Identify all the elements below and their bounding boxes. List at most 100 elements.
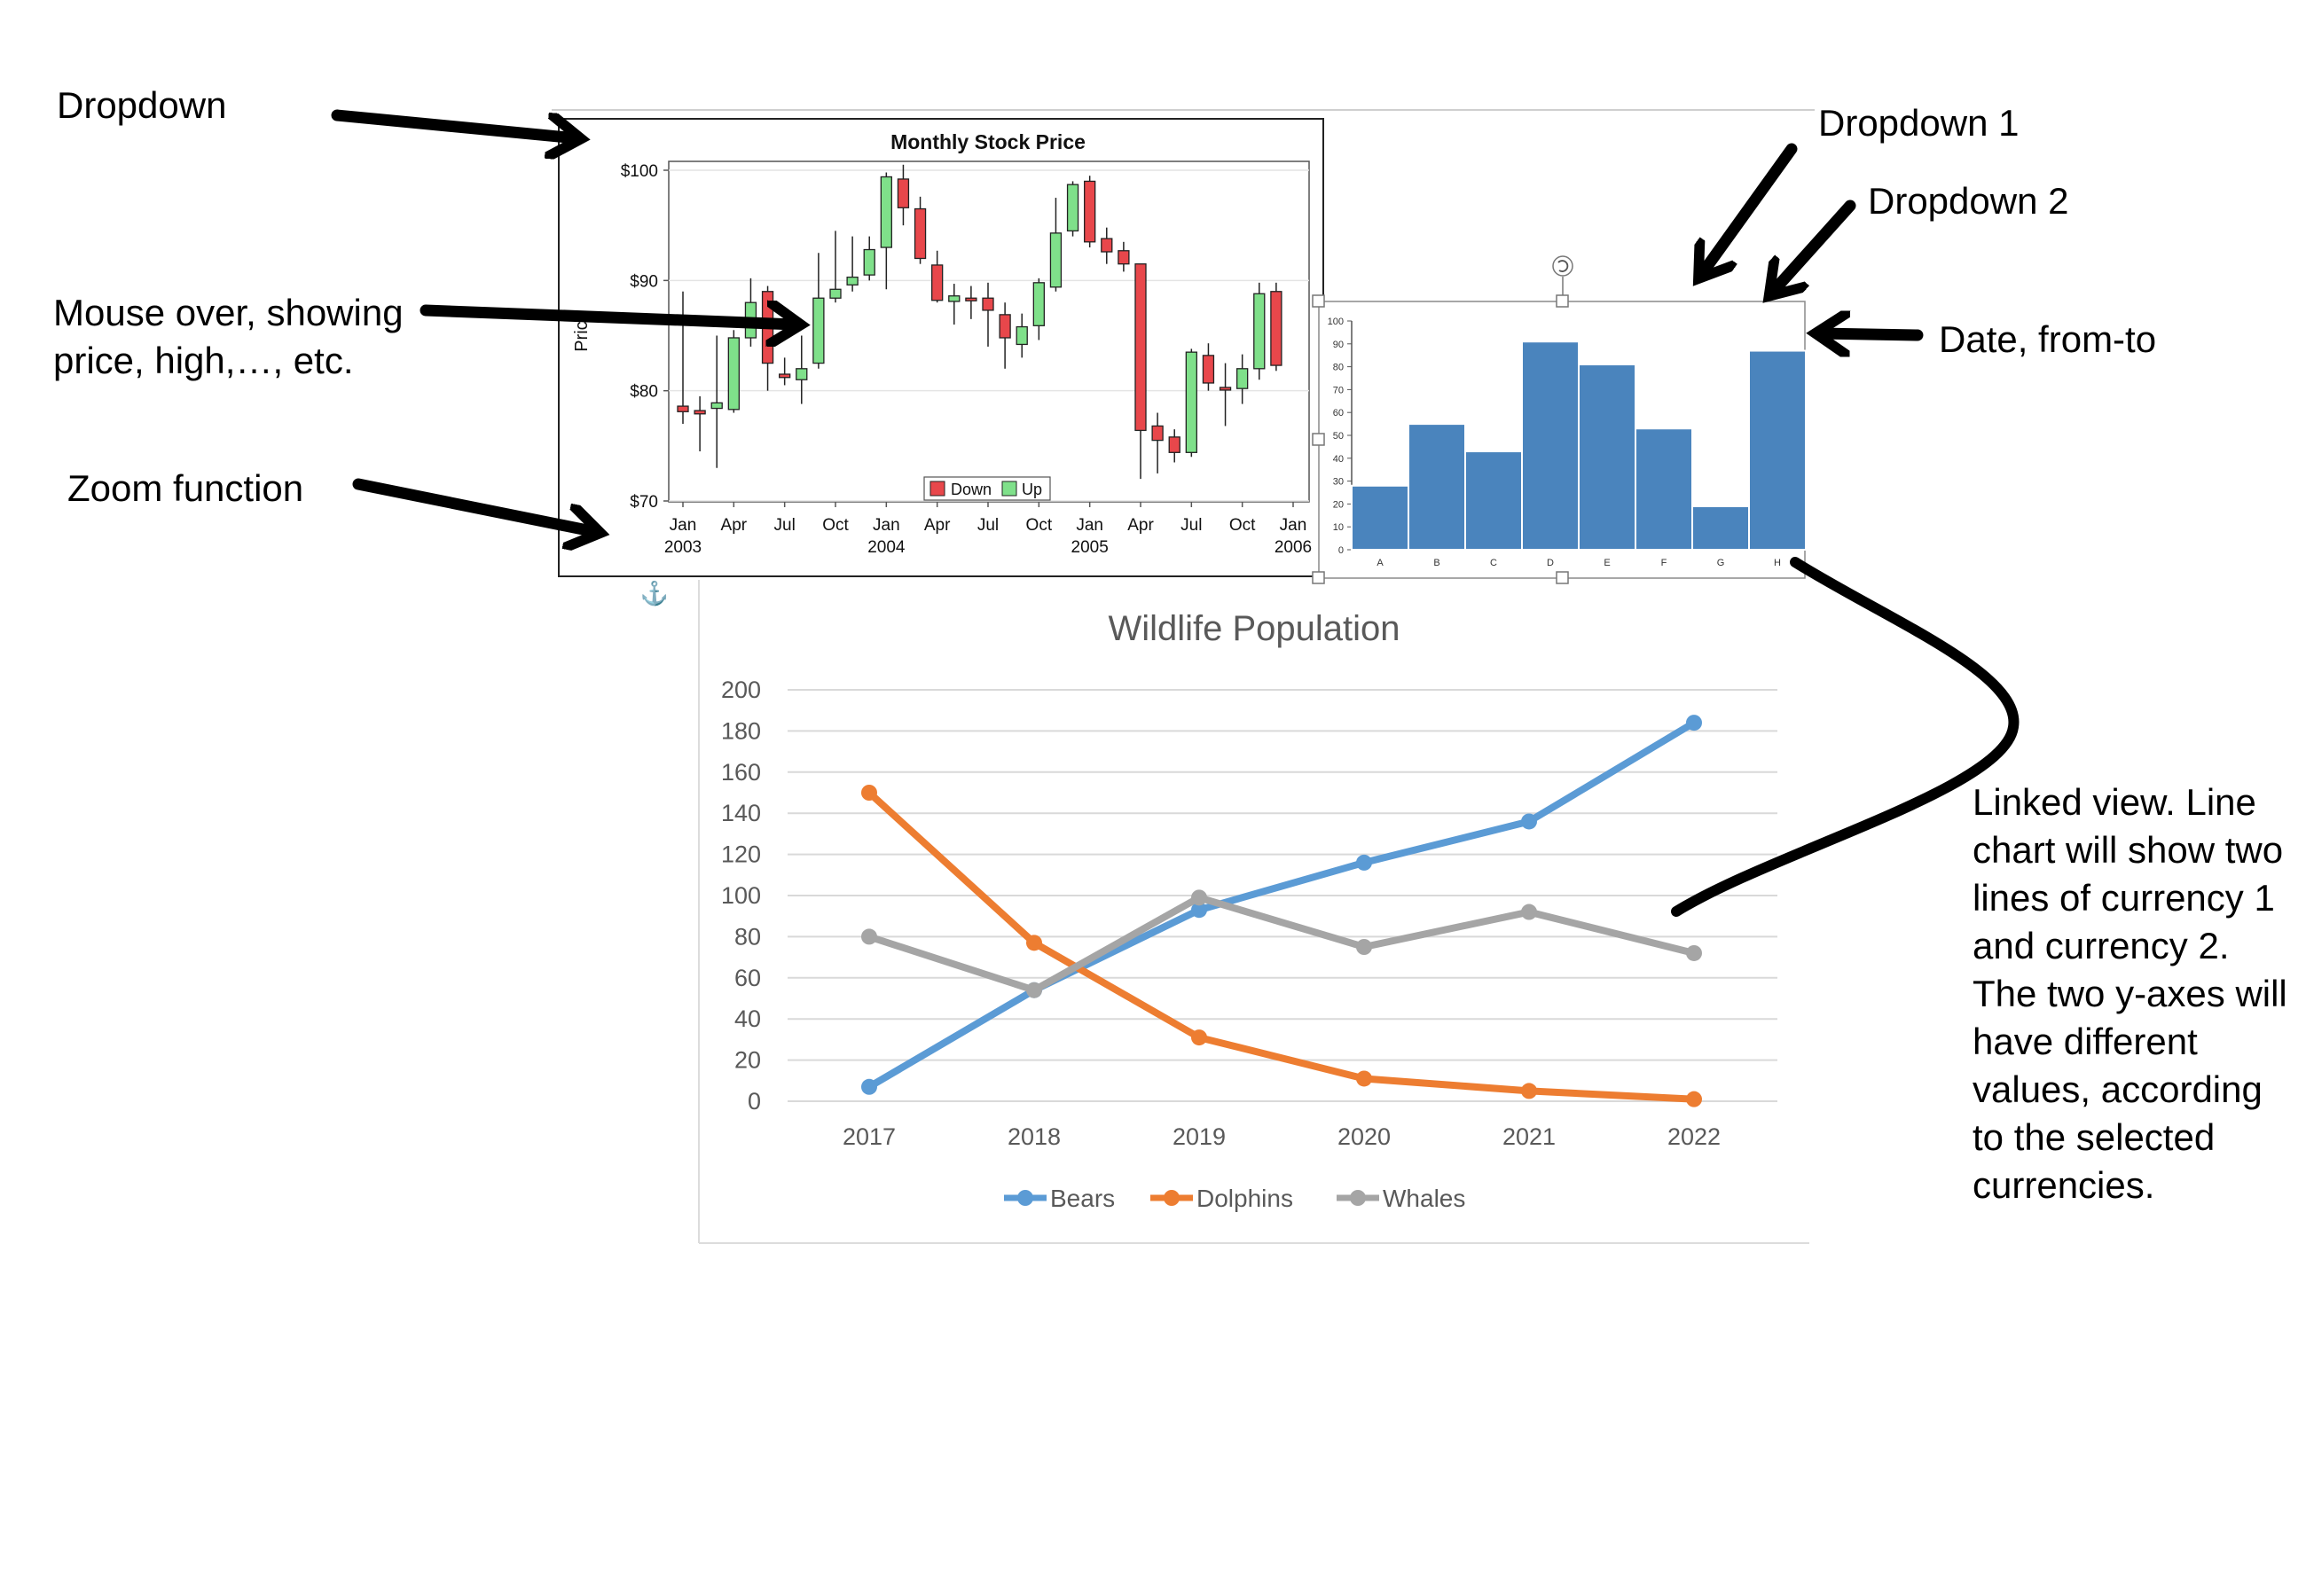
rotate-handle-icon[interactable]: [1552, 255, 1573, 277]
candle-up[interactable]: [710, 335, 723, 468]
legend-label: Dolphins: [1196, 1185, 1293, 1212]
line-y-tick-label: 40: [734, 1005, 761, 1032]
candle-down[interactable]: [1134, 263, 1147, 480]
candle-up[interactable]: [846, 236, 859, 292]
candle-up[interactable]: [863, 236, 875, 281]
candle-up[interactable]: [1049, 198, 1063, 292]
series-point[interactable]: [1686, 944, 1702, 961]
series-point[interactable]: [861, 928, 877, 945]
candle-body: [965, 297, 977, 301]
candle-up[interactable]: [948, 284, 961, 325]
candle-down[interactable]: [931, 250, 944, 303]
bar[interactable]: [1691, 505, 1750, 551]
candle-body: [1049, 232, 1063, 288]
candle-body: [1118, 250, 1130, 265]
stock-x-tick-month: Apr: [721, 516, 748, 535]
series-point[interactable]: [1026, 982, 1042, 998]
series-point[interactable]: [861, 1078, 877, 1095]
bar[interactable]: [1578, 364, 1636, 551]
resize-handle-top-left[interactable]: [1312, 294, 1325, 308]
candle-up[interactable]: [1032, 278, 1045, 340]
series-point[interactable]: [1191, 889, 1207, 906]
stock-x-tick-month: Oct: [1229, 516, 1256, 535]
candle-up[interactable]: [1016, 313, 1028, 358]
series-whales[interactable]: [861, 889, 1702, 998]
candle-body: [710, 402, 723, 410]
legend-item-bears[interactable]: Bears: [1004, 1185, 1115, 1212]
bar[interactable]: [1351, 484, 1409, 552]
stock-x-tick-month: Jul: [774, 516, 796, 535]
candle-down[interactable]: [677, 291, 689, 424]
series-point[interactable]: [1356, 939, 1372, 955]
candle-down[interactable]: [779, 357, 791, 386]
candle-up[interactable]: [829, 231, 842, 303]
candle-body: [1236, 368, 1249, 389]
resize-handle-bottom-left[interactable]: [1312, 571, 1325, 584]
series-point[interactable]: [1686, 1091, 1702, 1107]
stock-legend: Down Up: [923, 476, 1051, 501]
candle-down[interactable]: [1202, 343, 1215, 391]
bar[interactable]: [1635, 427, 1693, 552]
wildlife-line-chart[interactable]: Wildlife Population 0 20 40 60 80 100 120 140 16…: [698, 580, 1809, 1244]
line-y-tick-label: 0: [748, 1088, 761, 1115]
candle-down[interactable]: [982, 282, 994, 347]
annotation-linked-view: Linked view. Line chart will show two li…: [1973, 781, 2287, 1206]
line-y-tick-label: 120: [721, 841, 761, 868]
series-point[interactable]: [1521, 1083, 1537, 1099]
candle-up[interactable]: [1253, 282, 1266, 380]
candle-down[interactable]: [1118, 241, 1130, 272]
candle-down[interactable]: [1219, 363, 1232, 426]
series-point[interactable]: [1191, 1029, 1207, 1046]
selection-handles[interactable]: [1312, 255, 1573, 584]
bar-chart[interactable]: 0 10 20 30 40 50 60 70 80 90 100 A B C D E F G H: [1312, 255, 1807, 584]
candle-down[interactable]: [999, 302, 1011, 369]
stock-y-tick-label: $100: [621, 162, 658, 181]
candle-down[interactable]: [965, 286, 977, 319]
line-y-tick-label: 180: [721, 717, 761, 744]
resize-handle-top[interactable]: [1556, 294, 1569, 308]
arrow-dropdown: [331, 109, 576, 138]
series-point[interactable]: [1191, 902, 1207, 919]
candle-body: [1202, 355, 1215, 384]
series-point[interactable]: [861, 785, 877, 801]
candle-up[interactable]: [1236, 354, 1249, 404]
candle-body: [982, 297, 994, 311]
candle-down[interactable]: [1168, 429, 1180, 463]
legend-item-whales[interactable]: Whales: [1337, 1185, 1465, 1212]
candle-down[interactable]: [694, 395, 706, 452]
series-point[interactable]: [1026, 935, 1042, 951]
candle-down[interactable]: [914, 196, 927, 264]
candle-down[interactable]: [1151, 412, 1164, 473]
candle-up[interactable]: [727, 330, 740, 413]
candle-body: [796, 368, 808, 380]
candle-down[interactable]: [897, 164, 910, 226]
series-point[interactable]: [1686, 715, 1702, 732]
bar[interactable]: [1464, 450, 1523, 551]
series-point[interactable]: [1356, 854, 1372, 871]
stock-price-chart[interactable]: Monthly Stock Price Price $100$90$80$70 …: [558, 118, 1324, 606]
candle-down[interactable]: [1101, 227, 1113, 264]
stock-x-tick-year: 2004: [867, 538, 906, 557]
legend-item-dolphins[interactable]: Dolphins: [1150, 1185, 1293, 1212]
candle-up[interactable]: [880, 172, 892, 290]
bar[interactable]: [1408, 423, 1466, 551]
bar-y-tick-label: 60: [1333, 408, 1344, 419]
resize-handle-left[interactable]: [1312, 433, 1325, 446]
bar-x-tick-label: G: [1717, 558, 1725, 568]
candle-up[interactable]: [812, 253, 825, 369]
series-point[interactable]: [1521, 813, 1537, 830]
candle-body: [1270, 291, 1282, 366]
series-point[interactable]: [1521, 904, 1537, 920]
series-dolphins[interactable]: [861, 785, 1702, 1107]
candle-up[interactable]: [1185, 348, 1197, 458]
candle-up[interactable]: [1066, 181, 1079, 237]
bar[interactable]: [1521, 340, 1580, 551]
legend-marker: [1350, 1190, 1366, 1206]
resize-handle-bottom[interactable]: [1556, 571, 1569, 584]
bar[interactable]: [1748, 349, 1807, 552]
line-x-tick-label: 2017: [843, 1123, 896, 1150]
anchor-icon: ⚓: [640, 580, 669, 606]
series-point[interactable]: [1356, 1070, 1372, 1087]
candle-down[interactable]: [1084, 176, 1096, 248]
candle-down[interactable]: [1270, 282, 1282, 372]
